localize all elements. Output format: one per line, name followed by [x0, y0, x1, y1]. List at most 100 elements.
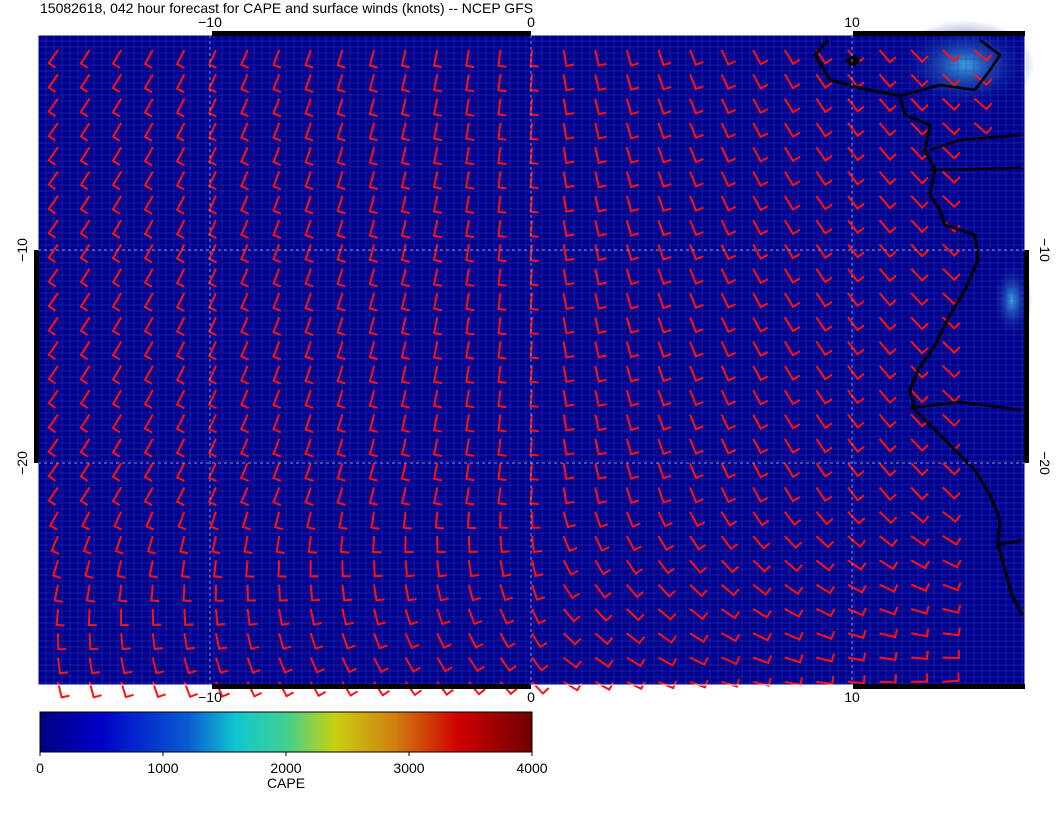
wind-barb: [368, 341, 378, 361]
wind-barb: [175, 414, 186, 434]
wind-barb: [657, 511, 673, 528]
wind-barb: [689, 49, 704, 67]
wind-barb: [910, 73, 929, 88]
wind-barb: [465, 414, 475, 433]
wind-barb: [368, 389, 378, 409]
wind-barb: [143, 414, 154, 434]
wind-barb: [272, 316, 282, 337]
wind-barb: [304, 438, 314, 458]
wind-barb: [404, 608, 419, 626]
wind-barb: [79, 389, 91, 409]
wind-barb: [79, 219, 91, 239]
wind-barb: [657, 268, 672, 286]
wind-barb: [368, 219, 378, 239]
wind-barb: [594, 49, 607, 67]
wind-barb: [752, 73, 769, 90]
wind-barb: [151, 681, 166, 699]
wind-barb: [625, 292, 640, 310]
wind-barb: [720, 171, 737, 188]
wind-barb: [309, 608, 322, 626]
wind-barb: [275, 535, 285, 555]
wind-barb: [183, 681, 198, 698]
wind-barb: [497, 365, 507, 384]
wind-barb: [784, 608, 804, 619]
wind-barb: [657, 389, 672, 407]
wind-barb: [657, 462, 672, 480]
wind-barb: [143, 268, 154, 288]
wind-barb: [657, 341, 672, 358]
wind-barb: [847, 316, 865, 332]
wind-barb: [720, 219, 737, 236]
wind-barb: [465, 438, 475, 457]
wind-barb: [594, 559, 611, 576]
wind-barb: [752, 365, 769, 382]
wind-barb: [752, 632, 772, 642]
wind-barb: [815, 98, 833, 114]
wind-barb: [53, 584, 63, 603]
wind-barb: [657, 559, 675, 575]
wind-barb: [304, 244, 314, 264]
wind-barb: [55, 608, 65, 627]
colorbar-tick-label: 4000: [516, 760, 547, 776]
wind-barb: [239, 316, 250, 337]
wind-barb: [594, 656, 614, 669]
wind-barb: [878, 486, 897, 502]
wind-barb: [272, 365, 282, 385]
wind-barb: [815, 438, 833, 454]
wind-barb: [720, 414, 737, 431]
wind-barb: [467, 535, 478, 554]
wind-barb: [272, 292, 282, 312]
wind-barb: [689, 98, 704, 115]
wind-barb: [784, 511, 802, 526]
wind-barb: [79, 292, 91, 312]
wind-barb: [752, 608, 772, 619]
wind-barb: [942, 146, 961, 160]
wind-barb: [562, 268, 575, 286]
wind-barb: [657, 219, 672, 237]
wind-barb: [657, 632, 677, 644]
wind-barb: [307, 535, 317, 554]
wind-barb: [277, 560, 287, 578]
wind-barb: [497, 122, 507, 141]
wind-barb: [120, 681, 134, 699]
wind-barb: [47, 73, 59, 93]
wind-barb: [910, 122, 929, 137]
wind-barb: [878, 268, 897, 283]
wind-barb: [879, 583, 899, 593]
wind-barb: [272, 49, 282, 69]
wind-barb: [212, 560, 223, 579]
x-tick-label: 0: [527, 14, 535, 30]
wind-barb: [942, 365, 961, 379]
wind-barb: [815, 219, 833, 235]
wind-barb: [499, 535, 510, 553]
wind-barb: [400, 146, 411, 166]
wind-barb: [175, 316, 186, 337]
wind-barb: [400, 487, 411, 506]
wind-barb: [942, 122, 961, 136]
wind-barb: [625, 511, 641, 528]
wind-barb: [942, 650, 961, 660]
wind-barb: [657, 292, 672, 310]
wind-barb: [878, 170, 897, 186]
wind-barb: [111, 486, 123, 507]
wind-barb: [878, 49, 897, 64]
wind-barb: [847, 389, 865, 405]
wind-barb: [309, 560, 319, 578]
wind-barb: [562, 98, 575, 116]
wind-barb: [47, 98, 59, 118]
wind-barb: [878, 195, 897, 210]
wind-barb: [625, 365, 640, 383]
frame-bars: [34, 31, 1029, 689]
wind-barb: [432, 438, 443, 457]
wind-barb: [752, 341, 769, 358]
wind-barb: [594, 389, 607, 407]
wind-barb: [465, 195, 475, 214]
wind-barb: [626, 680, 646, 691]
wind-barb: [625, 219, 640, 237]
wind-barb: [657, 414, 672, 431]
wind-barb: [973, 122, 993, 135]
wind-barb: [151, 608, 162, 626]
wind-barb: [400, 341, 411, 360]
wind-barb: [499, 632, 516, 649]
